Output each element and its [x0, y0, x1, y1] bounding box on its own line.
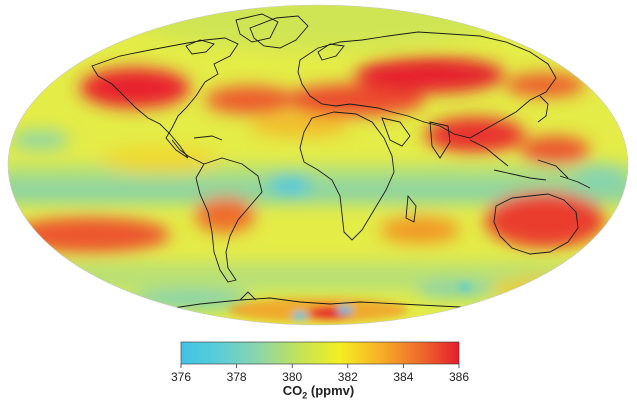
colorbar-tick-label: 378 — [227, 370, 247, 384]
colorbar-label: CO2 (ppmv) — [0, 383, 637, 401]
colorbar-tick-label: 384 — [393, 370, 413, 384]
colorbar-legend: 376 378 380 382 384 386 — [171, 341, 469, 384]
colorbar-label-main: CO — [282, 383, 303, 398]
colorbar-label-subscript: 2 — [302, 390, 308, 401]
colorbar-gradient — [180, 341, 460, 365]
colorbar-tick-label: 376 — [171, 370, 191, 384]
colorbar-label-units: (ppmv) — [307, 383, 355, 398]
co2-field — [8, 5, 628, 325]
colorbar-tick-label: 380 — [282, 370, 302, 384]
colorbar-tick-label: 382 — [338, 370, 358, 384]
coastlines — [91, 13, 607, 311]
colorbar-ticks: 376 378 380 382 384 386 — [171, 364, 469, 384]
colorbar-tick-label: 386 — [449, 370, 469, 384]
co2-world-map — [7, 4, 629, 326]
